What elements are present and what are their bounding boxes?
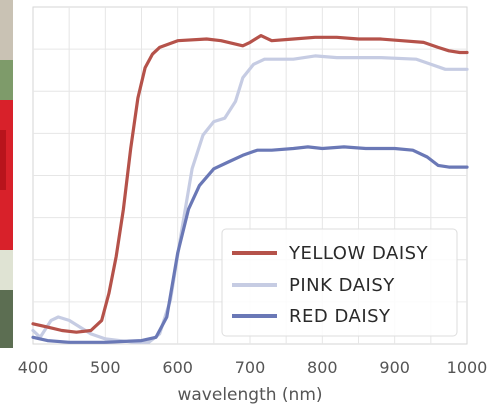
- legend-box: [221, 228, 458, 337]
- legend-label-red-daisy: RED DAISY: [289, 306, 391, 327]
- series-line-red-daisy: [31, 145, 469, 344]
- legend-label-pink-daisy: PINK DAISY: [289, 275, 395, 296]
- x-axis-ticks: 400 500 600 700 800 900 1000: [18, 358, 488, 377]
- legend-label-yellow-daisy: YELLOW DAISY: [288, 243, 429, 264]
- flower-photo-background: [0, 0, 13, 348]
- x-tick-label: 800: [307, 358, 338, 377]
- x-tick-label: 1000: [447, 358, 488, 377]
- x-tick-label: 500: [90, 358, 121, 377]
- x-tick-label: 600: [162, 358, 193, 377]
- series-line-pink-daisy: [31, 54, 469, 344]
- x-axis-title: wavelength (nm): [177, 385, 322, 404]
- x-tick-label: 900: [379, 358, 410, 377]
- x-tick-label: 400: [18, 358, 49, 377]
- series-line-yellow-daisy: [31, 34, 469, 334]
- legend: YELLOW DAISY PINK DAISY RED DAISY: [221, 228, 458, 337]
- x-tick-label: 700: [235, 358, 266, 377]
- series-lines: [31, 34, 469, 344]
